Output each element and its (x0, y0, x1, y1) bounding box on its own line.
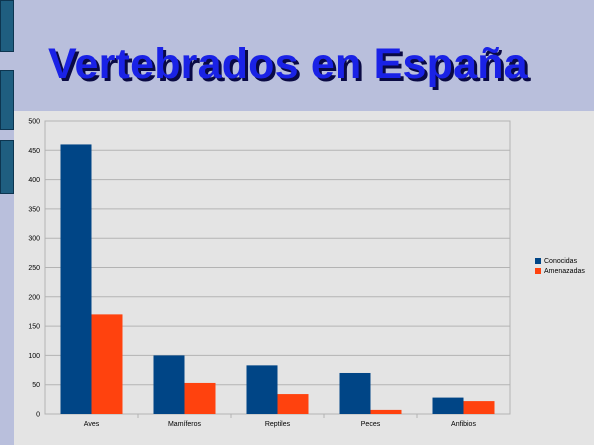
y-tick-label: 200 (28, 294, 40, 301)
bar-amenazadas-0 (91, 314, 123, 414)
x-tick-label: Aves (84, 421, 100, 428)
x-tick-label: Peces (361, 421, 381, 428)
legend-label-amenazadas: Amenazadas (544, 267, 585, 275)
y-tick-label: 150 (28, 324, 40, 331)
bar-chart: 0 50 100 150 200 250 300 350 400 450 500 Aves Mamífe… (28, 119, 511, 428)
x-tick-label: Reptiles (265, 421, 291, 428)
bar-conocidas-3 (339, 372, 371, 414)
legend-swatch-amenazadas (535, 268, 541, 274)
y-tick-label: 450 (28, 148, 40, 155)
legend-item-amenazadas: Amenazadas (535, 266, 585, 276)
bar-conocidas-2 (246, 365, 278, 414)
slide-title: Vertebrados en España (48, 40, 528, 88)
y-tick-label: 400 (28, 177, 40, 184)
bar-conocidas-1 (153, 355, 185, 414)
y-tick-label: 50 (32, 382, 40, 389)
y-tick-label: 0 (36, 412, 40, 419)
y-tick-label: 250 (28, 265, 40, 272)
legend-label-conocidas: Conocidas (544, 257, 578, 265)
y-tick-label: 300 (28, 236, 40, 243)
slide-tab-2 (0, 70, 14, 130)
bar-amenazadas-3 (370, 409, 402, 414)
y-tick-label: 100 (28, 353, 40, 360)
x-tick-label: Mamíferos (168, 421, 202, 428)
slide-tab-3 (0, 140, 14, 194)
bar-conocidas-0 (60, 144, 92, 414)
bar-conocidas-4 (432, 397, 464, 414)
chart-panel: 0 50 100 150 200 250 300 350 400 450 500 Aves Mamífe… (14, 111, 594, 445)
y-tick-label: 350 (28, 206, 40, 213)
bar-amenazadas-4 (463, 401, 495, 414)
legend-swatch-conocidas (535, 258, 541, 264)
x-tick-label: Anfibios (451, 421, 476, 428)
legend-item-conocidas: Conocidas (535, 256, 585, 266)
bar-amenazadas-2 (277, 394, 309, 414)
y-tick-label: 500 (28, 119, 40, 126)
slide-tab-1 (0, 0, 14, 52)
chart-legend: Conocidas Amenazadas (535, 256, 585, 276)
bar-amenazadas-1 (184, 382, 216, 414)
